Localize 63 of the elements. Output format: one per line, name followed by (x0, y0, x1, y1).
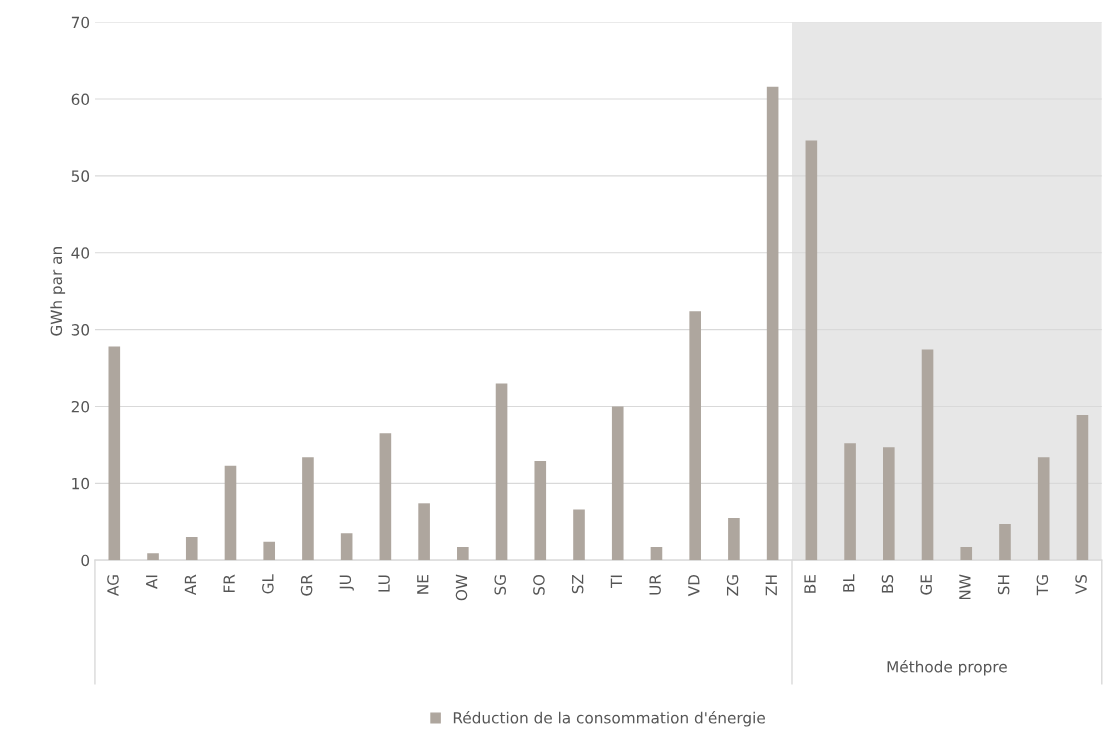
x-tick-label: BS (881, 574, 894, 593)
x-tick-label: SO (533, 574, 545, 595)
bar (379, 433, 392, 561)
x-tick-label: JU (339, 575, 354, 591)
x-tick-label: SG (494, 575, 506, 595)
y-tick-label: 50 (71, 170, 90, 182)
bar (960, 547, 973, 561)
bar (999, 524, 1011, 561)
bar (650, 547, 663, 561)
bar (573, 509, 585, 561)
x-tick-label: GE (920, 575, 932, 595)
bar (689, 311, 701, 561)
x-tick-label: BE (804, 575, 816, 593)
x-tick-label: GL (262, 574, 274, 594)
bar (766, 86, 779, 561)
bar (418, 503, 430, 561)
bar (495, 383, 508, 561)
bar (534, 461, 547, 561)
bar (921, 349, 934, 561)
x-tick-label: NW (959, 574, 971, 600)
y-tick-label: 70 (71, 16, 90, 29)
x-tick-label: BL (843, 574, 855, 592)
x-tick-label: UR (649, 574, 661, 595)
x-tick-label: TI (610, 575, 622, 588)
x-tick-label: ZH (765, 575, 777, 596)
bar (224, 465, 237, 561)
y-axis-title: GWh par an (50, 247, 66, 336)
bar (883, 447, 895, 561)
x-tick-label: AG (107, 575, 119, 596)
x-tick-label: AR (184, 574, 196, 596)
legend-label: Réduction de la consommation d'énergie (453, 711, 765, 727)
bar (1037, 457, 1050, 561)
bar (457, 547, 469, 561)
x-tick-label: OW (455, 574, 468, 601)
y-tick-label: 20 (71, 400, 90, 413)
x-tick-label: SH (997, 575, 1010, 595)
y-tick-label: 40 (71, 247, 90, 259)
bar (185, 537, 198, 561)
x-tick-label: NE (417, 575, 429, 594)
y-tick-label: 0 (81, 554, 90, 567)
x-tick-label: FR (223, 574, 235, 592)
x-tick-label: GR (300, 574, 313, 596)
y-tick-label: 30 (71, 324, 90, 336)
bar (805, 140, 818, 561)
x-tick-label: VD (688, 574, 700, 597)
x-tick-label: SZ (571, 574, 584, 594)
x-tick-label: LU (378, 575, 390, 592)
bar (108, 346, 121, 561)
bar (340, 533, 353, 561)
bar (611, 406, 624, 561)
bar (728, 517, 740, 561)
x-tick-label: AI (146, 575, 158, 589)
bar (302, 457, 314, 561)
x-tick-label: TG (1036, 575, 1049, 596)
bar (147, 553, 159, 561)
x-tick-label: ZG (726, 575, 739, 596)
bar (844, 443, 856, 561)
x-tick-label: VS (1075, 574, 1087, 595)
y-tick-label: 60 (71, 93, 90, 106)
bar (1076, 414, 1089, 561)
y-tick-label: 10 (72, 477, 90, 490)
text: Méthode propre (887, 660, 1007, 676)
bar (263, 541, 276, 561)
